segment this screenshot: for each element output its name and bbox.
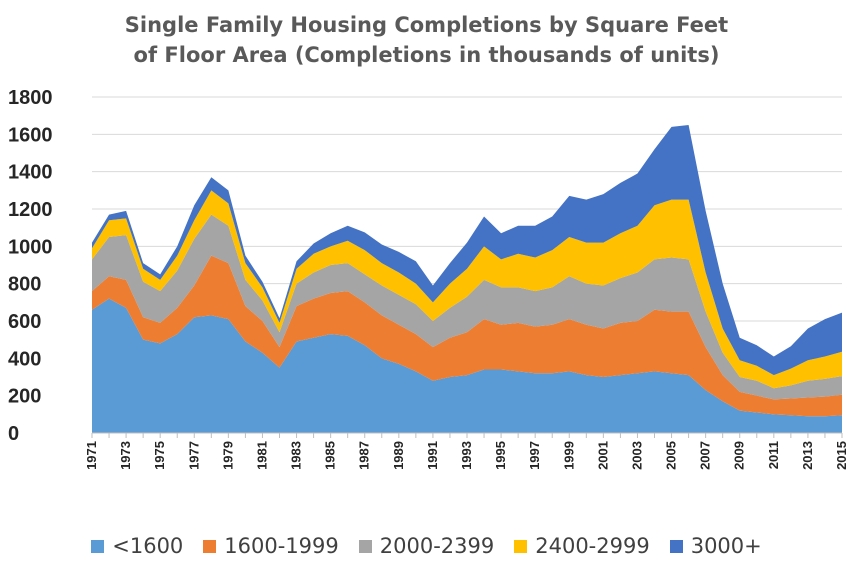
- x-tick-label-1979: 1979: [220, 441, 235, 470]
- x-tick-label-1983: 1983: [289, 441, 304, 470]
- legend-swatch-2400-2999: [514, 539, 528, 553]
- x-tick-label-2003: 2003: [629, 441, 644, 470]
- x-tick-label-2007: 2007: [698, 441, 713, 470]
- y-axis-tick-labels: 0 200 400 600 800 1000 1200 1400 1600 1800: [8, 87, 53, 445]
- x-tick-label-1971: 1971: [84, 441, 99, 470]
- area-series-2000-2399: [92, 214, 842, 400]
- legend-item-lt1600: <1600: [91, 534, 183, 558]
- y-tick-label-200: 200: [8, 386, 41, 408]
- x-tick-label-1973: 1973: [118, 441, 133, 470]
- x-tick-label-1981: 1981: [254, 441, 269, 470]
- area-series-3000plus: [92, 125, 842, 376]
- legend-item-1600-1999: 1600-1999: [203, 534, 339, 558]
- y-tick-label-0: 0: [8, 423, 19, 445]
- y-tick-label-600: 600: [8, 311, 41, 333]
- x-tick-label-1997: 1997: [527, 441, 542, 470]
- y-tick-label-1400: 1400: [8, 162, 53, 184]
- x-tick-label-1993: 1993: [459, 441, 474, 470]
- y-tick-label-1600: 1600: [8, 124, 53, 146]
- legend-swatch-lt1600: [91, 539, 105, 553]
- legend-item-2400-2999: 2400-2999: [514, 534, 650, 558]
- legend-label-2000-2399: 2000-2399: [379, 534, 495, 558]
- x-tick-label-1975: 1975: [152, 441, 167, 470]
- x-tick-label-1977: 1977: [186, 441, 201, 470]
- legend-item-3000plus: 3000+: [669, 534, 762, 558]
- chart-title-line-1: Single Family Housing Completions by Squ…: [124, 13, 729, 37]
- x-tick-label-2001: 2001: [595, 441, 610, 470]
- x-tick-label-1995: 1995: [493, 441, 508, 470]
- legend-swatch-3000plus: [669, 539, 683, 553]
- area-series-1600-1999: [92, 255, 842, 417]
- x-axis-tick-labels: 1971 1973 1975 1977 1979 1981 1983 1985 1987 1989…: [84, 441, 849, 470]
- legend-label-1600-1999: 1600-1999: [224, 534, 339, 558]
- y-tick-label-1200: 1200: [8, 199, 53, 221]
- legend: <1600 1600-1999 2000-2399 2400-2999 3000+: [0, 530, 853, 562]
- chart-title-line-2: of Floor Area (Completions in thousands …: [133, 43, 720, 67]
- y-tick-label-1800: 1800: [8, 87, 53, 109]
- legend-label-2400-2999: 2400-2999: [535, 534, 650, 558]
- x-tick-label-2013: 2013: [800, 441, 815, 470]
- y-tick-label-400: 400: [8, 348, 41, 370]
- area-series-lt1600: [92, 298, 842, 433]
- x-tick-label-2011: 2011: [766, 441, 781, 469]
- stacked-areas: [92, 125, 842, 433]
- y-tick-label-800: 800: [8, 274, 41, 296]
- y-tick-label-1000: 1000: [8, 236, 53, 258]
- x-tick-label-1987: 1987: [357, 441, 372, 470]
- x-tick-label-1999: 1999: [561, 441, 576, 470]
- x-tick-label-2005: 2005: [664, 441, 679, 470]
- x-tick-label-2015: 2015: [834, 441, 849, 470]
- x-tick-label-2009: 2009: [732, 441, 747, 470]
- legend-label-3000plus: 3000+: [690, 534, 762, 558]
- chart-title: Single Family Housing Completions by Squ…: [0, 10, 853, 70]
- x-tick-label-1985: 1985: [323, 441, 338, 470]
- area-series-2400-2999: [92, 190, 842, 389]
- legend-swatch-1600-1999: [203, 539, 217, 553]
- x-tick-label-1989: 1989: [391, 441, 406, 470]
- legend-swatch-2000-2399: [358, 539, 372, 553]
- x-tick-label-1991: 1991: [425, 441, 440, 470]
- legend-item-2000-2399: 2000-2399: [358, 534, 495, 558]
- legend-label-lt1600: <1600: [112, 534, 184, 558]
- axes: [91, 432, 843, 438]
